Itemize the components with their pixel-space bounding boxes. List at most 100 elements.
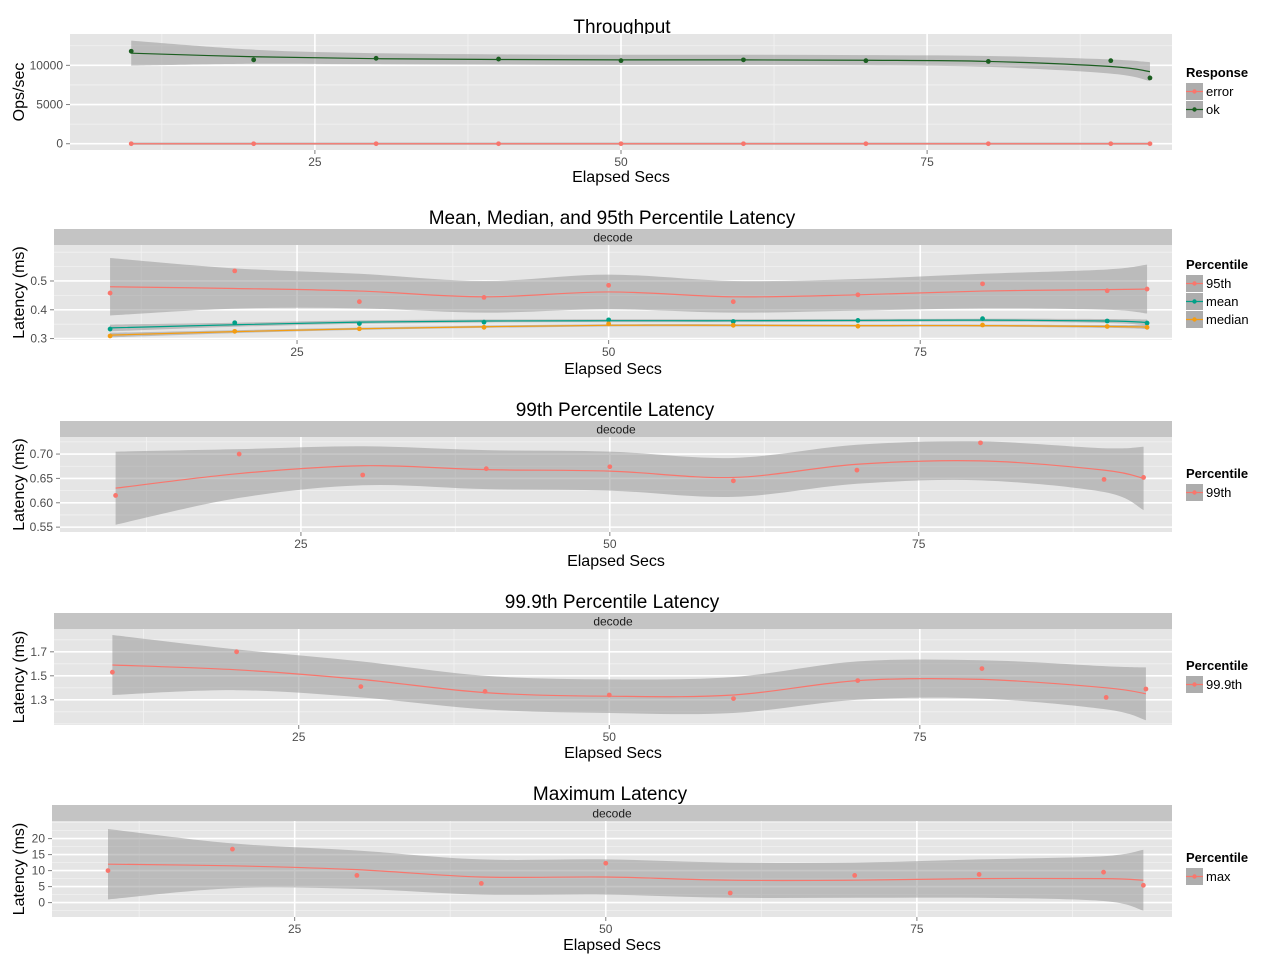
data-point-mean — [855, 318, 861, 323]
panel-2: Mean, Median, and 95th Percentile Latenc… — [11, 208, 1249, 378]
confidence-band-99.9th — [112, 635, 1146, 721]
data-point-mean — [107, 326, 113, 332]
x-tick-label: 75 — [913, 730, 927, 744]
panel-3: 99th Percentile Latency decode 25 50 75 0.55 0… — [11, 400, 1248, 570]
x-tick-label: 50 — [614, 155, 628, 169]
y-tick-label: 0.4 — [30, 303, 47, 317]
y-tick-label: 5000 — [36, 98, 63, 112]
data-point-99.9th — [979, 666, 985, 671]
data-point-error — [863, 141, 869, 147]
plot-area — [107, 257, 1150, 339]
x-axis-title: Elapsed Secs — [563, 937, 661, 954]
data-point-95th — [356, 299, 362, 305]
data-point-mean — [1104, 318, 1110, 324]
legend: Response error ok — [1186, 65, 1248, 118]
data-point-max — [852, 873, 858, 878]
data-point-95th — [1104, 288, 1110, 294]
data-point-99.9th — [855, 678, 861, 683]
x-axis-title: Elapsed Secs — [564, 361, 662, 378]
data-point-99th — [113, 493, 118, 498]
data-point-95th — [730, 299, 736, 305]
smooth-line-mean — [110, 319, 1148, 329]
data-point-99th — [854, 467, 860, 473]
data-point-95th — [232, 268, 238, 274]
legend-key-point-ok — [1192, 107, 1197, 112]
data-point-error — [251, 141, 257, 147]
data-point-max — [727, 890, 733, 896]
data-point-median — [1144, 324, 1150, 330]
data-point-ok — [128, 48, 134, 54]
y-tick-label: 20 — [32, 832, 46, 846]
data-point-ok — [496, 56, 501, 62]
data-point-ok — [618, 58, 624, 64]
legend: Percentile 95th mean median — [1186, 257, 1249, 328]
legend-label-99th: 99th — [1206, 485, 1231, 500]
y-tick-label: 1.7 — [30, 645, 47, 659]
y-tick-label: 10 — [32, 864, 46, 878]
smooth-line-99.9th — [112, 664, 1146, 698]
legend-label-max: max — [1206, 869, 1231, 884]
data-point-median — [356, 326, 362, 332]
facet-strip — [52, 805, 1172, 821]
panel-title: Throughput — [573, 17, 671, 38]
panel-5: Maximum Latency decode 25 50 75 0 5 10 15 20 Elaps… — [11, 784, 1248, 954]
legend-title: Response — [1186, 65, 1248, 80]
facet-strip-label: decode — [596, 423, 636, 437]
data-point-median — [481, 324, 487, 330]
y-axis-title: Ops/sec — [11, 63, 28, 122]
y-tick-label: 0.60 — [30, 496, 54, 510]
data-point-error — [618, 141, 624, 147]
legend-key-point-95th — [1192, 281, 1197, 286]
data-point-ok — [1147, 75, 1153, 81]
data-point-mean — [232, 320, 238, 326]
data-point-error — [128, 141, 134, 147]
data-point-median — [980, 322, 985, 328]
legend: Percentile max — [1186, 850, 1248, 885]
panel-title: Maximum Latency — [533, 784, 688, 805]
legend-label-error: error — [1206, 84, 1234, 99]
legend-label-ok: ok — [1206, 102, 1220, 117]
legend-title: Percentile — [1186, 658, 1248, 673]
data-point-median — [730, 322, 736, 328]
legend-label-99.9th: 99.9th — [1206, 677, 1242, 692]
data-point-error — [373, 141, 379, 147]
data-point-error — [985, 141, 991, 147]
x-tick-label: 50 — [602, 345, 616, 359]
data-point-99th — [360, 472, 366, 478]
data-point-ok — [863, 58, 869, 64]
data-point-95th — [855, 292, 861, 298]
data-point-ok — [741, 57, 746, 63]
x-axis-title: Elapsed Secs — [572, 169, 670, 186]
smooth-line-median — [110, 324, 1148, 336]
panel-title: Mean, Median, and 95th Percentile Latenc… — [429, 208, 796, 229]
data-point-99.9th — [1143, 686, 1149, 692]
data-point-mean — [980, 316, 985, 322]
data-point-error — [1108, 141, 1114, 147]
legend-label-median: median — [1206, 312, 1249, 327]
data-point-99.9th — [731, 696, 736, 701]
facet-strip-label: decode — [593, 615, 633, 629]
data-point-ok — [1108, 58, 1114, 64]
data-point-99.9th — [109, 669, 115, 675]
data-point-median — [107, 333, 113, 339]
data-point-median — [232, 328, 238, 334]
y-tick-label: 0 — [56, 137, 63, 151]
confidence-band-95th — [110, 257, 1148, 316]
y-tick-label: 1.3 — [30, 693, 47, 707]
panel-title: 99th Percentile Latency — [516, 400, 715, 421]
data-point-ok — [985, 59, 991, 64]
x-tick-label: 50 — [603, 537, 617, 551]
legend-key-point-max — [1192, 874, 1197, 879]
facet-strip — [54, 613, 1172, 629]
y-tick-label: 15 — [32, 848, 46, 862]
data-point-mean — [481, 319, 487, 325]
data-point-mean — [606, 317, 612, 323]
data-point-99th — [978, 440, 983, 446]
data-point-max — [603, 860, 609, 866]
y-tick-label: 1.5 — [30, 669, 47, 683]
data-point-99.9th — [358, 684, 364, 689]
panel-4: 99.9th Percentile Latency decode 25 50 75 1.3… — [11, 592, 1248, 762]
data-point-ok — [373, 55, 379, 61]
y-tick-label: 5 — [38, 880, 45, 894]
